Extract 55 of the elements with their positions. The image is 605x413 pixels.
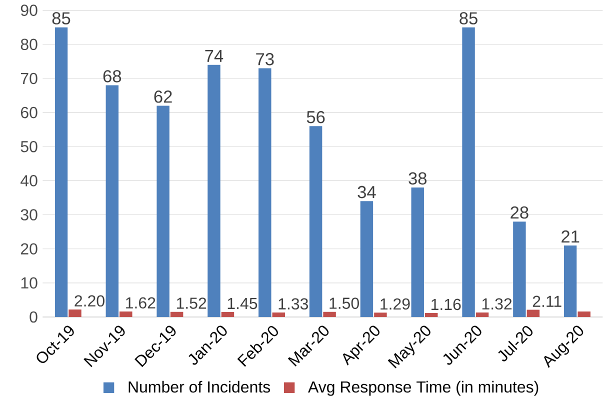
bar [54,27,68,317]
data-label: 62 [154,90,172,103]
bar [258,68,272,317]
data-label: 56 [306,110,325,124]
bar [425,313,438,317]
y-tick-label: 20 [20,243,38,255]
bar [156,106,170,317]
y-tick-label: 10 [21,277,38,289]
data-label: 85 [460,12,478,24]
data-label: 85 [52,12,70,24]
y-tick-label: 50 [20,140,38,152]
data-label: 74 [205,50,224,62]
data-label: 2.11 [532,296,562,307]
bar [476,312,489,317]
bar [526,310,540,317]
bar [360,201,374,317]
bar [221,312,234,317]
data-label: 34 [358,186,376,198]
bar [208,64,220,317]
data-label: 1.45 [228,298,258,310]
bar [272,312,285,317]
data-label: 21 [562,230,580,243]
legend-label: Number of Incidents [128,380,270,393]
data-label: 68 [103,70,122,82]
bar [309,126,322,317]
data-label: 1.62 [126,297,156,309]
bar [170,312,184,317]
data-label: 73 [256,53,274,66]
bar [411,188,424,317]
bar [68,310,82,317]
data-label: 1.52 [176,298,206,309]
data-label: 1.33 [278,298,308,310]
bar [323,312,336,317]
data-label: 2.20 [74,295,104,307]
bar [374,312,387,317]
bar [578,312,590,317]
y-tick-label: 80 [20,38,38,50]
data-label: 38 [408,172,427,185]
y-tick-label: 30 [20,209,38,220]
data-label: 28 [510,206,528,219]
data-label: 1.16 [432,298,461,310]
bar [462,27,475,317]
bar [513,222,526,317]
y-tick-label: 90 [20,4,38,16]
data-label: 1.50 [330,298,359,309]
data-label: 1.32 [482,298,512,310]
legend-label: Avg Response Time (in minutes) [308,380,538,396]
bar [106,85,119,317]
y-tick-label: 0 [30,311,38,323]
bar [120,311,132,317]
y-tick-label: 40 [20,175,38,186]
y-tick-label: 60 [20,106,38,118]
bar [564,245,577,317]
y-tick-label: 70 [20,72,38,84]
data-label: 1.29 [380,298,410,310]
